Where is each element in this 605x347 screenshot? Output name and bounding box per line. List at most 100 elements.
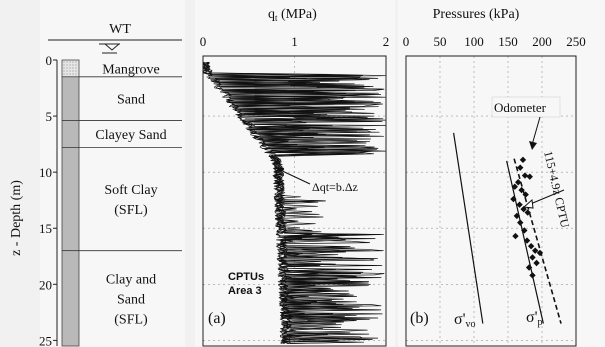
odometer-point: [521, 172, 529, 179]
mangrove-hatch-dot: [63, 61, 65, 63]
odometer-point: [526, 173, 533, 180]
pressure-tick-label: 0: [403, 34, 410, 49]
depth-tick-label: 20: [39, 277, 52, 292]
odometer-point: [517, 219, 524, 226]
layer-label: Clayey Sand: [95, 128, 166, 143]
cptu-trace: [202, 61, 387, 344]
odometer-point: [519, 156, 527, 164]
odometer-point: [527, 242, 535, 250]
odometer-point: [529, 272, 536, 279]
pressure-frame: [405, 55, 577, 347]
mangrove-hatch-dot: [72, 70, 74, 72]
mangrove-hatch-dot: [63, 73, 65, 75]
layer-label: Clay and: [106, 272, 156, 287]
delta-qt-arrowhead: [276, 168, 284, 173]
odometer-point: [529, 254, 536, 261]
pressure-lines: [453, 132, 562, 324]
odometer-arrowhead: [529, 141, 537, 150]
soil-column: [61, 59, 182, 347]
panel-a-label: (a): [208, 310, 226, 327]
depth-tick-label: 15: [39, 221, 52, 236]
odometer-point: [515, 179, 522, 186]
odometer-point: [533, 259, 540, 267]
mangrove-hatch-dot: [75, 61, 77, 63]
odometer-point: [522, 191, 529, 198]
sigma-p-line: [506, 160, 544, 324]
mangrove-hatch-dot: [66, 70, 68, 72]
mangrove-hatch-dot: [66, 61, 68, 63]
pressure-tick-label: 50: [434, 34, 447, 49]
cptu-traces: [202, 61, 387, 344]
odometer-label-box: [491, 96, 561, 118]
mangrove-hatch-dot: [72, 64, 74, 66]
layer-label: Soft Clay: [104, 183, 157, 198]
cptu-title: qt (MPa): [268, 7, 317, 23]
soil-depth-axis: 0 5 10 15 20 25: [39, 53, 58, 347]
mangrove-hatch-dot: [63, 64, 65, 66]
soil-layer-4: [61, 250, 80, 347]
cptu-annotation-2: Area 3: [228, 285, 262, 297]
cptu-annotation-1: CPTUs: [228, 271, 264, 283]
odometer-point: [521, 227, 528, 234]
soil-layer-labels: Mangrove Sand Clayey Sand Soft Clay (SFL) Cla…: [95, 62, 166, 327]
odometer-point: [517, 164, 524, 171]
mangrove-hatch-dot: [66, 73, 68, 75]
mangrove-hatch-dot: [69, 67, 71, 69]
depth-tick-label: 0: [46, 53, 53, 68]
cptu-panel: qt (MPa) 0 1 2 CPTUs Area 3 Δqt=b.Δz (a): [195, 0, 395, 347]
odometer-points: [510, 156, 544, 279]
mangrove-hatch-dot: [69, 61, 71, 63]
depth-tick-label: 10: [39, 165, 52, 180]
odometer-point: [524, 209, 531, 216]
pressure-tick-label: 100: [464, 34, 484, 49]
soil-layer-2: [61, 120, 80, 148]
cptu-fit-line: [513, 158, 562, 324]
mangrove-hatch-dot: [75, 67, 77, 69]
soil-layer-1: [61, 76, 80, 121]
soil-profile-panel: WT 0 5 10 15 20 25 Mangrove Sand Clayey Sand Sof…: [9, 0, 185, 347]
layer-label: Mangrove: [102, 62, 160, 77]
depth-tick-label: 5: [46, 109, 53, 124]
mangrove-hatch-dot: [66, 67, 68, 69]
pressure-tick-label: 200: [532, 34, 552, 49]
mangrove-hatch-dot: [75, 73, 77, 75]
mangrove-hatch-dot: [66, 64, 68, 66]
cptu-tick-label: 1: [291, 34, 298, 49]
cptu-trace: [202, 61, 384, 344]
mangrove-hatch-dot: [72, 67, 74, 69]
depth-axis-label: z - Depth (m): [9, 180, 24, 256]
mangrove-hatch-dot: [69, 70, 71, 72]
odometer-point: [523, 237, 531, 244]
panel-b-label: (b): [410, 310, 429, 327]
layer-label: (SFL): [114, 312, 148, 327]
sigma-vo-line: [453, 132, 484, 324]
cptu-tick-label: 2: [383, 34, 390, 49]
pressure-title: Pressures (kPa): [433, 7, 520, 22]
cptu-frame: [202, 55, 387, 347]
mangrove-hatch-dot: [72, 61, 74, 63]
odometer-point: [513, 212, 521, 220]
soil-layer-0: [61, 59, 80, 78]
pressure-x-axis: 0 50 100 150 200 250: [403, 34, 586, 49]
odometer-point: [512, 232, 519, 240]
odometer-point: [510, 195, 517, 203]
cptu-fit-arrow: [527, 189, 565, 206]
cptu-tick-label: 0: [200, 34, 207, 49]
mangrove-hatch-dot: [69, 64, 71, 66]
odometer-arrow: [531, 116, 541, 146]
mangrove-hatch-dot: [75, 70, 77, 72]
water-table-triangle: [104, 43, 120, 51]
layer-label: (SFL): [114, 203, 148, 218]
odometer-annotation: Odometer: [494, 100, 547, 115]
odometer-point: [536, 249, 544, 257]
odometer-point: [525, 264, 533, 271]
mangrove-hatch-dot: [75, 64, 77, 66]
odometer-point: [511, 183, 518, 190]
mangrove-hatch-dot: [69, 73, 71, 75]
odometer-point: [532, 247, 539, 254]
pressure-tick-label: 150: [498, 34, 518, 49]
cptu-fit-arrowhead: [522, 199, 534, 209]
delta-qt-annotation: Δqt=b.Δz: [312, 180, 358, 194]
pressure-panel-bg: [398, 0, 605, 347]
